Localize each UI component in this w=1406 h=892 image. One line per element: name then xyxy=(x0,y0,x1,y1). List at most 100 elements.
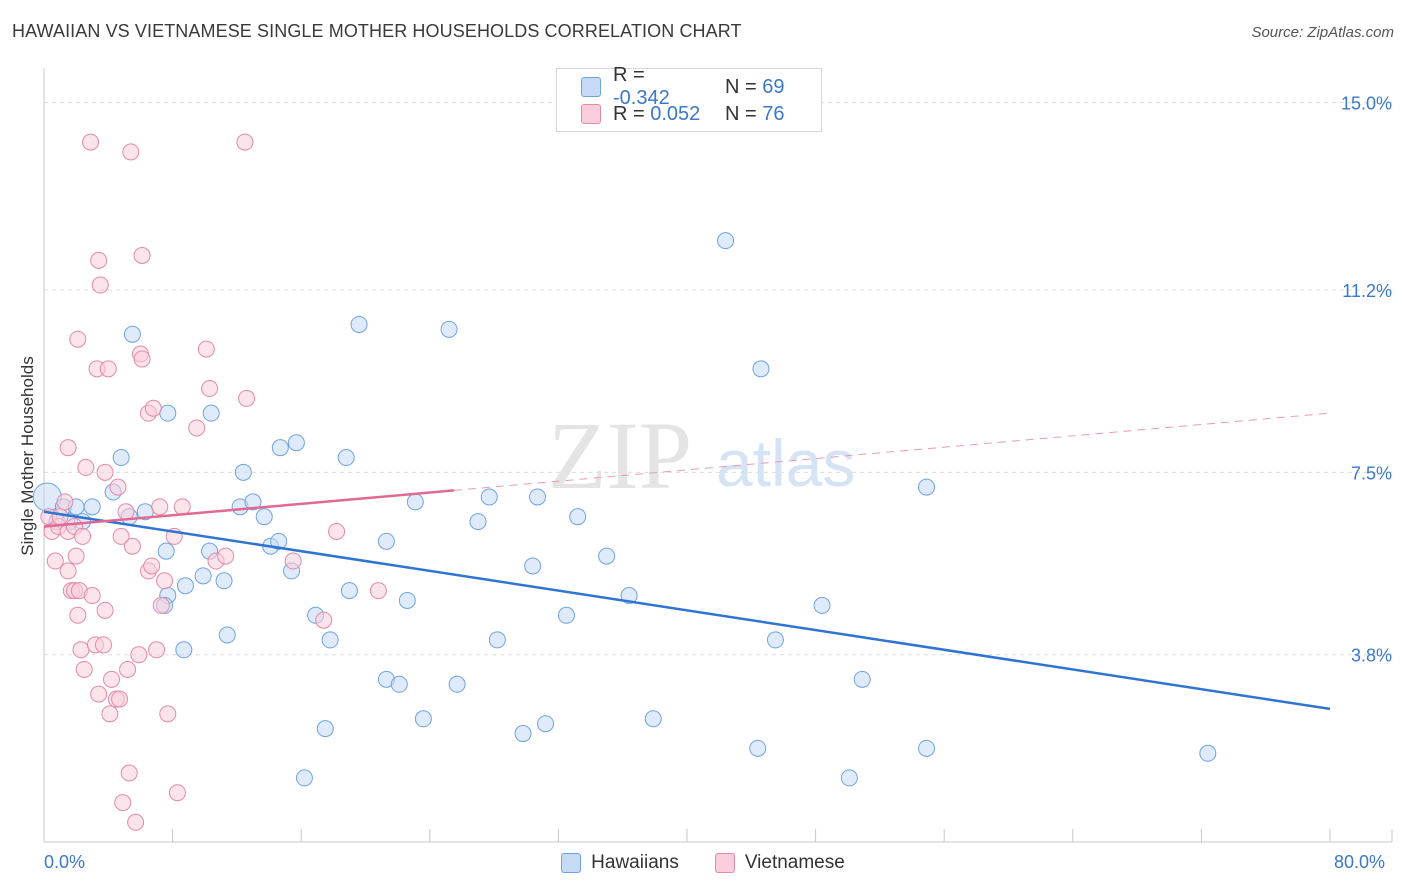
data-point xyxy=(201,380,219,398)
data-point xyxy=(202,404,220,422)
data-point xyxy=(152,596,170,614)
data-point xyxy=(197,340,215,358)
data-point xyxy=(440,320,458,338)
data-point xyxy=(840,769,858,787)
data-point xyxy=(109,478,127,496)
n-value: 69 xyxy=(762,75,785,98)
data-point xyxy=(159,404,177,422)
data-point xyxy=(173,498,191,516)
data-point xyxy=(90,685,108,703)
watermark-atlas: atlas xyxy=(716,426,855,500)
y-tick-label: 15.0% xyxy=(1341,94,1392,114)
data-point xyxy=(144,399,162,417)
data-point xyxy=(151,498,169,516)
data-point xyxy=(853,670,871,688)
data-point xyxy=(557,606,575,624)
data-point xyxy=(406,493,424,511)
data-point xyxy=(350,315,368,333)
legend-swatch-hawaiians xyxy=(581,77,601,97)
data-point xyxy=(143,557,161,575)
trend-line-hawaiians xyxy=(43,510,1331,711)
data-point xyxy=(414,710,432,728)
data-point xyxy=(157,542,175,560)
data-point xyxy=(644,710,662,728)
data-point xyxy=(72,641,90,659)
data-point xyxy=(448,675,466,693)
data-point xyxy=(236,133,254,151)
data-point xyxy=(123,325,141,343)
data-point xyxy=(918,739,936,757)
chart-title: HAWAIIAN VS VIETNAMESE SINGLE MOTHER HOU… xyxy=(12,21,742,41)
y-tick-label: 7.5% xyxy=(1351,463,1392,483)
data-point xyxy=(537,715,555,733)
data-point xyxy=(112,527,130,545)
x-tick-label-min: 0.0% xyxy=(44,852,86,872)
data-point xyxy=(328,522,346,540)
data-point xyxy=(90,251,108,269)
data-point xyxy=(569,508,587,526)
axes xyxy=(43,68,1393,843)
data-point xyxy=(398,591,416,609)
data-point xyxy=(218,626,236,644)
data-point xyxy=(316,720,334,738)
data-point xyxy=(117,503,135,521)
data-point xyxy=(120,764,138,782)
data-point xyxy=(234,463,252,481)
data-point xyxy=(77,458,95,476)
data-point xyxy=(123,537,141,555)
data-point xyxy=(75,660,93,678)
data-point xyxy=(369,582,387,600)
legend-label-vietnamese: Vietnamese xyxy=(744,852,845,873)
data-point xyxy=(101,705,119,723)
legend-swatch-vietnamese xyxy=(581,104,601,124)
data-point xyxy=(766,631,784,649)
data-point xyxy=(59,562,77,580)
data-point xyxy=(133,350,151,368)
data-point xyxy=(82,133,100,151)
data-point xyxy=(74,527,92,545)
data-point xyxy=(99,360,117,378)
data-point xyxy=(168,784,186,802)
data-point xyxy=(480,488,498,506)
data-point xyxy=(59,439,77,457)
series-vietnamese xyxy=(40,133,387,831)
data-point xyxy=(1199,744,1217,762)
data-point xyxy=(91,276,109,294)
legend-item-vietnamese[interactable]: Vietnamese xyxy=(714,852,845,874)
source-label: Source: ZipAtlas.com xyxy=(1251,24,1394,41)
r-label: R = xyxy=(613,102,645,125)
legend-swatch-hawaiians xyxy=(561,853,582,873)
data-point xyxy=(119,660,137,678)
data-point xyxy=(69,330,87,348)
r-value: -0.342 xyxy=(613,87,670,109)
data-point xyxy=(94,636,112,654)
data-point xyxy=(67,547,85,565)
x-tick-label-max: 80.0% xyxy=(1334,852,1386,872)
data-point xyxy=(194,567,212,585)
data-point xyxy=(749,739,767,757)
watermark-zip: ZIP xyxy=(548,402,692,509)
legend-label-hawaiians: Hawaiians xyxy=(591,852,679,873)
data-point xyxy=(337,449,355,467)
data-point xyxy=(238,389,256,407)
grid xyxy=(44,102,1392,656)
data-point xyxy=(148,641,166,659)
legend-row-vietnamese: R = 0.052 N = 76 xyxy=(581,102,785,126)
trend-line-extension-vietnamese xyxy=(453,412,1331,491)
data-point xyxy=(96,601,114,619)
data-point xyxy=(315,611,333,629)
data-point xyxy=(488,631,506,649)
legend-item-hawaiians[interactable]: Hawaiians xyxy=(561,852,679,874)
data-point xyxy=(918,478,936,496)
data-point xyxy=(598,547,616,565)
n-label: N = xyxy=(725,102,757,125)
data-point xyxy=(529,488,547,506)
data-point xyxy=(514,725,532,743)
data-point xyxy=(270,532,288,550)
data-point xyxy=(390,675,408,693)
data-point xyxy=(159,705,177,723)
data-point xyxy=(46,552,64,570)
y-tick-label: 11.2% xyxy=(1342,281,1392,301)
y-tick-label: 3.8% xyxy=(1351,646,1392,666)
